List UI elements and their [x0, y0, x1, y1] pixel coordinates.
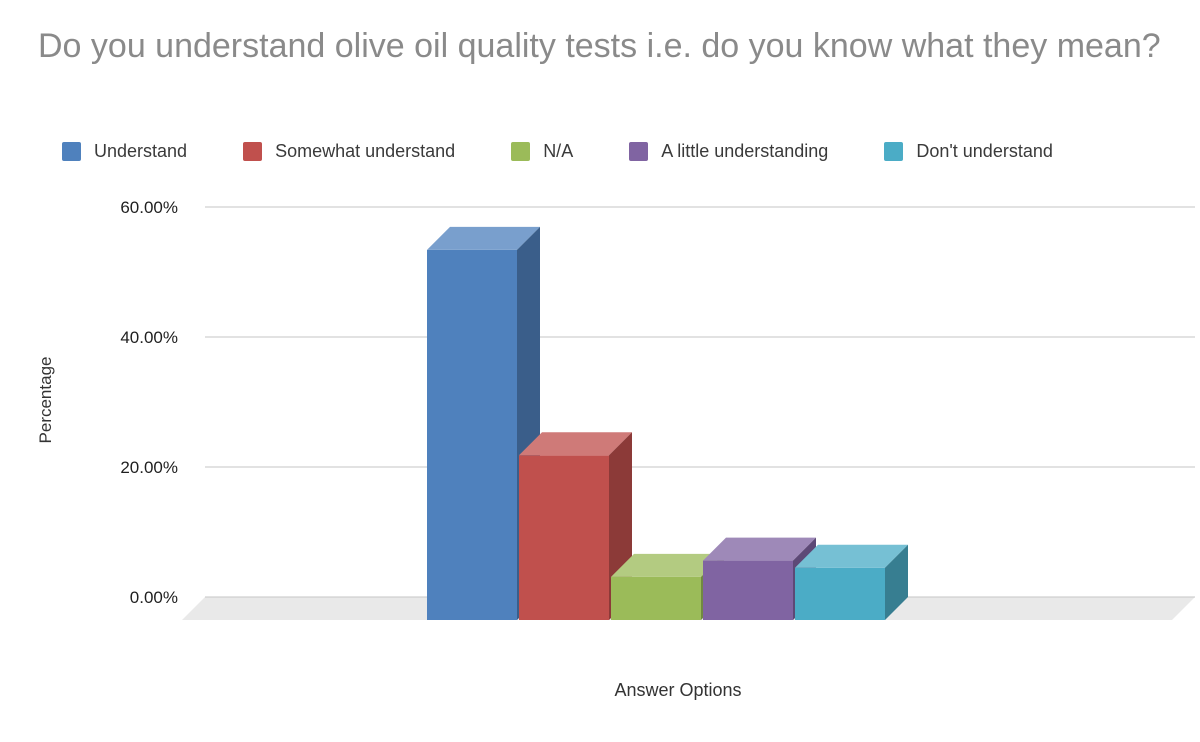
legend-label: Understand: [94, 141, 188, 161]
bar-front-face: [795, 567, 885, 620]
legend-item-understand: Understand: [62, 141, 187, 162]
bar-don-t-understand: [795, 544, 908, 620]
legend-item-n-a: N/A: [511, 141, 573, 162]
legend-swatch: [62, 142, 81, 161]
legend-label: Don't understand: [916, 141, 1053, 161]
bar-front-face: [427, 249, 517, 620]
x-axis-title: Answer Options: [614, 680, 742, 700]
legend-item-somewhat-understand: Somewhat understand: [243, 141, 455, 162]
bar-side-face: [885, 544, 908, 620]
legend-item-a-little-understanding: A little understanding: [629, 141, 828, 162]
bar-front-face: [519, 455, 609, 620]
legend-label: N/A: [543, 141, 574, 161]
y-tick-label-40: 40.00%: [120, 328, 178, 347]
legend-label: Somewhat understand: [275, 141, 456, 161]
legend-swatch: [884, 142, 904, 161]
legend: Understand Somewhat understand N/A A little…: [62, 141, 1053, 162]
bar-top-face: [703, 537, 816, 561]
chart-title: Do you understand olive oil quality test…: [38, 27, 1161, 65]
bar-top-face: [795, 544, 908, 568]
bar-front-face: [611, 576, 701, 620]
y-tick-label-60: 60.00%: [120, 198, 178, 217]
legend-label: A little understanding: [661, 141, 829, 161]
legend-swatch: [629, 142, 649, 161]
y-tick-label-20: 20.00%: [120, 458, 178, 477]
legend-swatch: [243, 142, 263, 161]
y-tick-label-0: 0.00%: [130, 588, 178, 607]
legend-item-don-t-understand: Don't understand: [884, 141, 1053, 162]
bar-n-a: [611, 553, 724, 620]
bar-front-face: [703, 560, 793, 620]
bar-top-face: [519, 432, 632, 456]
legend-swatch: [511, 142, 531, 161]
bar-top-face: [427, 226, 540, 250]
bar-understand: [427, 226, 540, 620]
bar-top-face: [611, 553, 724, 577]
